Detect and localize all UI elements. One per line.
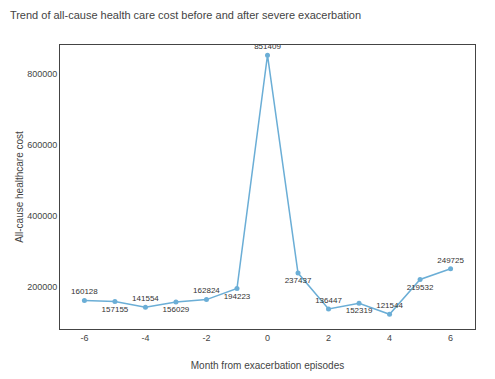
svg-text:136447: 136447 — [315, 296, 342, 305]
svg-text:600000: 600000 — [27, 140, 57, 150]
svg-text:-4: -4 — [141, 333, 149, 343]
svg-text:141554: 141554 — [132, 294, 159, 303]
svg-text:-6: -6 — [80, 333, 88, 343]
svg-text:Trend of all-cause health care: Trend of all-cause health care cost befo… — [10, 9, 361, 21]
svg-text:Month from exacerbation episod: Month from exacerbation episodes — [191, 360, 344, 371]
svg-text:-2: -2 — [202, 333, 210, 343]
svg-text:162824: 162824 — [193, 286, 220, 295]
svg-text:156029: 156029 — [163, 305, 190, 314]
svg-text:249725: 249725 — [437, 256, 464, 265]
svg-text:160128: 160128 — [71, 287, 98, 296]
svg-text:2: 2 — [326, 333, 331, 343]
svg-text:157155: 157155 — [102, 305, 129, 314]
svg-text:All-cause healthcare cost: All-cause healthcare cost — [14, 131, 25, 243]
svg-text:4: 4 — [387, 333, 392, 343]
svg-text:400000: 400000 — [27, 211, 57, 221]
svg-text:0: 0 — [265, 333, 270, 343]
svg-text:851409: 851409 — [254, 42, 281, 51]
svg-text:152319: 152319 — [346, 306, 373, 315]
svg-text:200000: 200000 — [27, 282, 57, 292]
svg-text:194223: 194223 — [224, 292, 251, 301]
svg-text:800000: 800000 — [27, 69, 57, 79]
svg-text:121544: 121544 — [376, 301, 403, 310]
svg-text:219532: 219532 — [407, 283, 434, 292]
svg-text:6: 6 — [448, 333, 453, 343]
svg-text:237437: 237437 — [285, 276, 312, 285]
